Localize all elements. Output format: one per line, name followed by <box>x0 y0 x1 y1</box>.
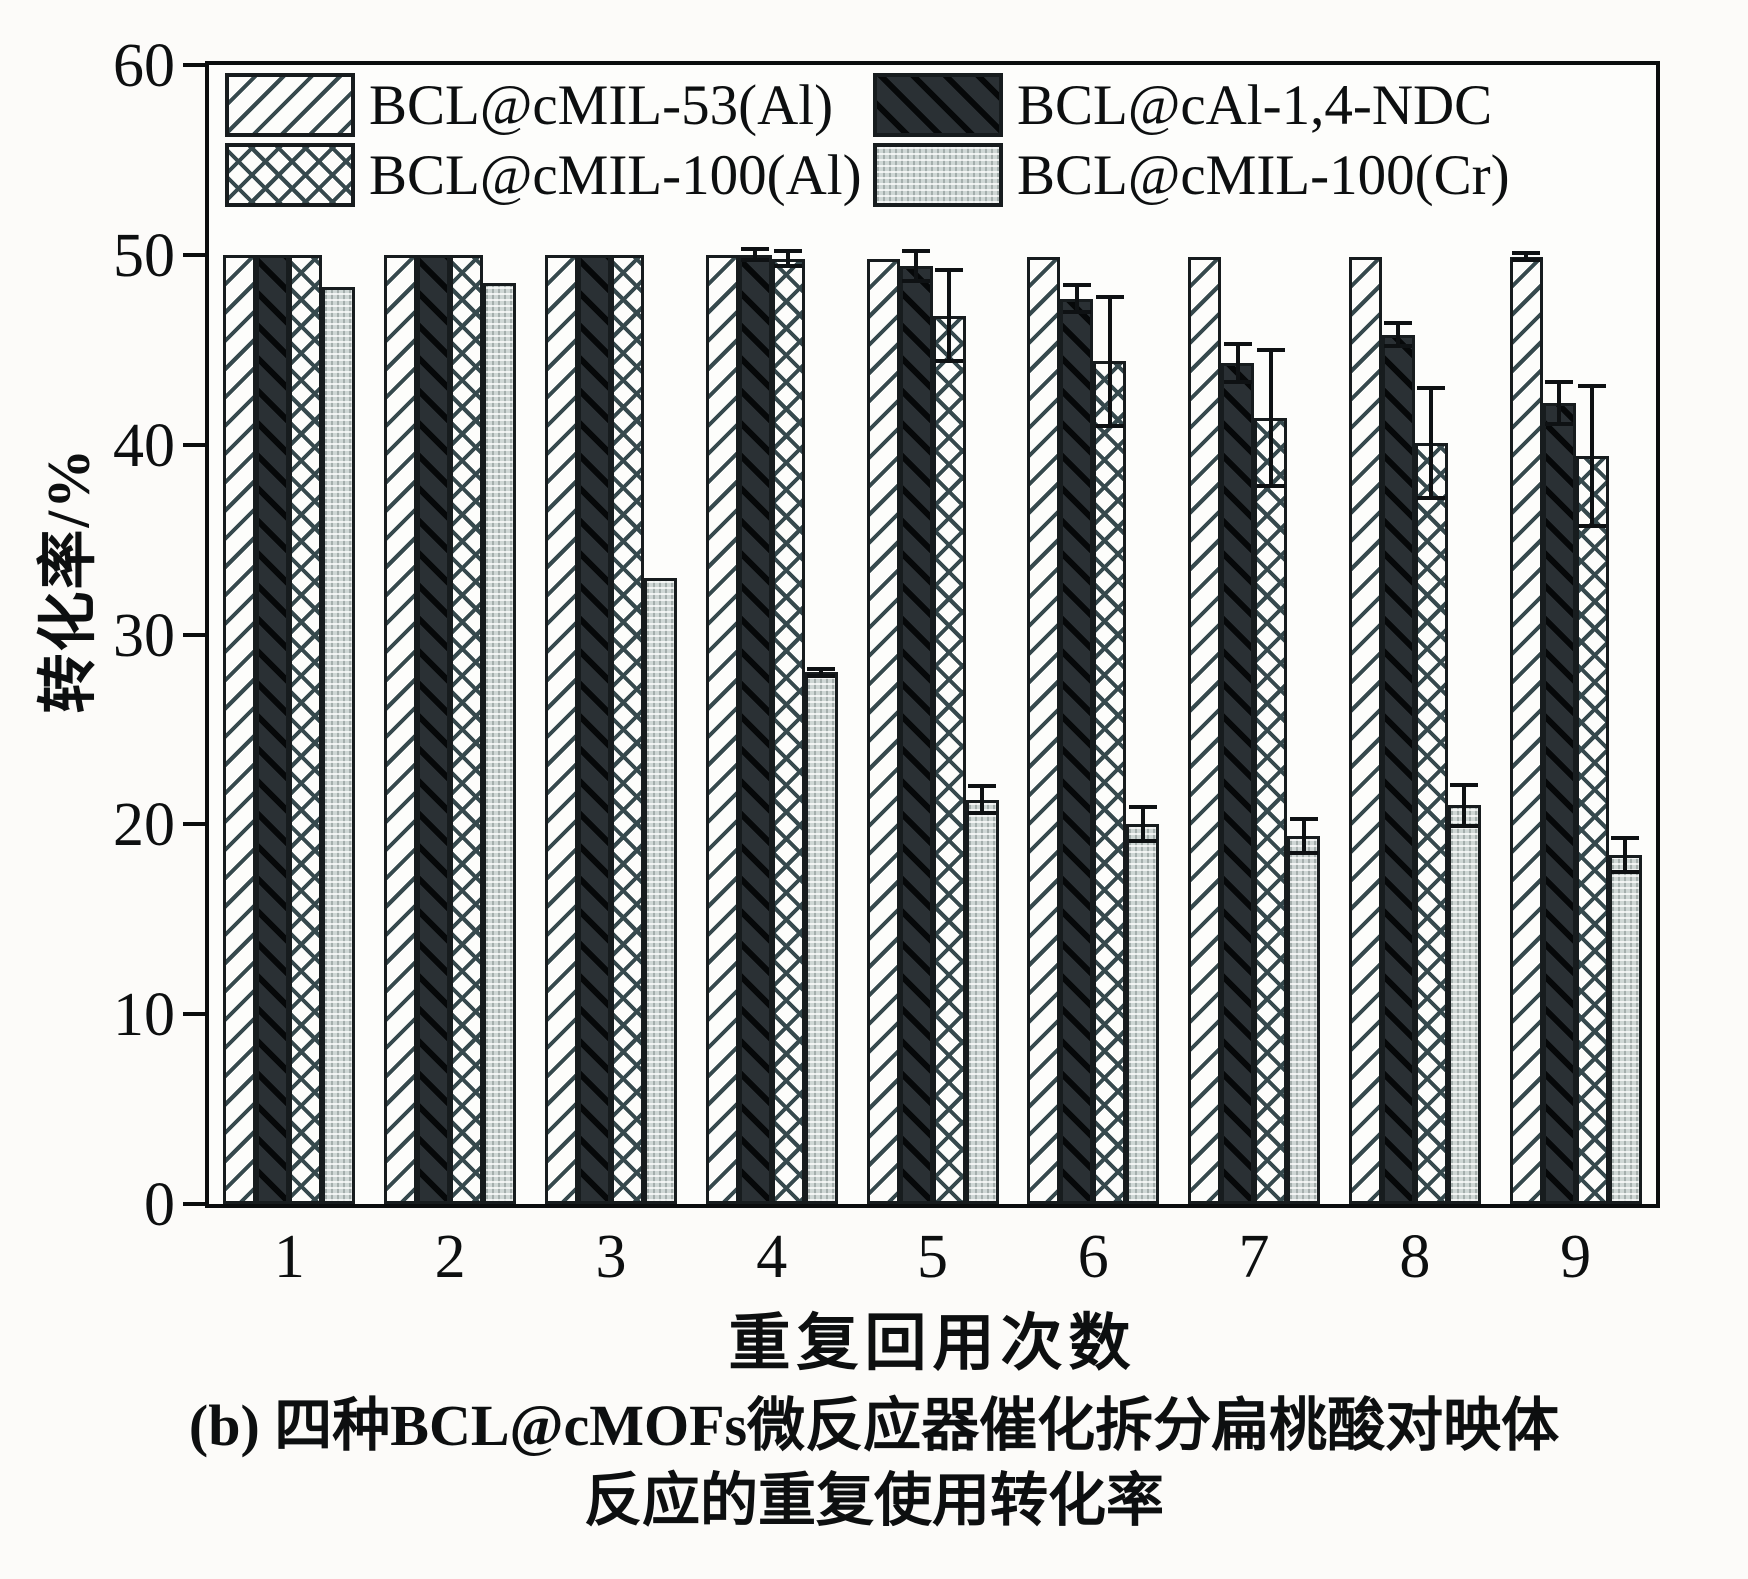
error-bar-group9-series2 <box>1545 380 1574 426</box>
error-bar-group9-series4 <box>1611 835 1640 874</box>
y-tick-label-20: 20 <box>113 791 175 860</box>
error-bar-group6-series4 <box>1128 805 1157 844</box>
x-axis-label: 重复回用次数 <box>728 1310 1137 1378</box>
error-bar-group8-series2 <box>1384 321 1413 348</box>
y-tick-label-50: 50 <box>113 221 175 290</box>
bar-group8-series4 <box>1447 805 1481 1204</box>
bar-group9-series3 <box>1575 456 1609 1204</box>
error-bar-group7-series4 <box>1289 816 1318 855</box>
legend-swatch-gray-dotted <box>873 143 1003 207</box>
bar-group5-series1 <box>866 258 900 1204</box>
bar-group2-series1 <box>384 254 418 1204</box>
legend-item-3: BCL@cMIL-100(Al) <box>225 143 873 207</box>
bar-group4-series3 <box>771 258 805 1204</box>
bar-group5-series2 <box>899 266 933 1204</box>
bar-group6-series3 <box>1093 361 1127 1204</box>
bar-group3-series2 <box>577 254 611 1204</box>
bar-group2-series2 <box>417 254 451 1204</box>
error-bar-group8-series3 <box>1417 385 1446 500</box>
error-bar-group9-series3 <box>1578 383 1607 529</box>
error-bar-group8-series4 <box>1450 782 1479 829</box>
legend-swatch-diagonal-hatch <box>225 73 355 137</box>
y-tick-mark-60 <box>183 63 205 67</box>
caption-line-1: (b) 四种BCL@cMOFs微反应器催化拆分扁桃酸对映体 <box>188 1393 1560 1458</box>
bar-group9-series4 <box>1608 854 1642 1204</box>
bar-group1-series2 <box>256 254 290 1204</box>
y-tick-label-40: 40 <box>113 411 175 480</box>
error-bar-group7-series3 <box>1256 347 1285 489</box>
error-bar-group4-series2 <box>741 247 770 263</box>
legend-label-1: BCL@cMIL-53(Al) <box>369 73 834 137</box>
y-tick-label-30: 30 <box>113 601 175 670</box>
plot-area: BCL@cMIL-53(Al) BCL@cAl-1,4-NDC BCL@cMIL-1… <box>205 61 1660 1208</box>
error-bar-group5-series3 <box>935 268 963 364</box>
legend-label-4: BCL@cMIL-100(Cr) <box>1017 143 1510 207</box>
bar-group5-series4 <box>965 799 999 1204</box>
caption-line-2: 反应的重复使用转化率 <box>583 1468 1164 1534</box>
bar-group8-series2 <box>1381 334 1415 1204</box>
bar-group6-series4 <box>1126 824 1160 1204</box>
legend-swatch-crosshatch <box>225 143 355 207</box>
bar-group3-series3 <box>610 254 644 1204</box>
error-bar-group4-series4 <box>807 666 836 679</box>
bar-group3-series1 <box>544 254 578 1204</box>
bar-group4-series1 <box>705 254 739 1204</box>
bar-group4-series2 <box>738 254 772 1204</box>
bar-group2-series3 <box>450 254 484 1204</box>
y-tick-mark-20 <box>183 822 205 827</box>
error-bar-group5-series4 <box>968 784 996 815</box>
x-tick-label-3: 3 <box>595 1223 627 1291</box>
error-bar-group9-series1 <box>1512 251 1541 263</box>
error-bar-group7-series2 <box>1223 342 1252 384</box>
bar-group5-series3 <box>932 315 966 1204</box>
y-tick-label-0: 0 <box>144 1171 175 1239</box>
bar-group6-series2 <box>1060 298 1094 1204</box>
x-tick-label-6: 6 <box>1077 1223 1109 1291</box>
figure-caption: (b) 四种BCL@cMOFs微反应器催化拆分扁桃酸对映体 反应的重复使用转化率 <box>0 1388 1748 1539</box>
bars-layer <box>209 65 1656 1204</box>
legend: BCL@cMIL-53(Al) BCL@cAl-1,4-NDC BCL@cMIL-1… <box>225 73 1510 207</box>
bar-group7-series2 <box>1221 363 1255 1204</box>
bar-group1-series1 <box>223 254 257 1204</box>
y-tick-mark-0 <box>183 1202 205 1206</box>
x-tick-label-8: 8 <box>1399 1223 1431 1291</box>
error-bar-group4-series3 <box>774 249 803 269</box>
legend-item-1: BCL@cMIL-53(Al) <box>225 73 873 137</box>
legend-label-2: BCL@cAl-1,4-NDC <box>1017 73 1493 137</box>
bar-group2-series4 <box>483 283 517 1204</box>
error-bar-group6-series2 <box>1062 283 1091 314</box>
bar-group1-series3 <box>289 254 323 1204</box>
error-bar-group6-series3 <box>1095 294 1124 428</box>
bar-group6-series1 <box>1027 256 1061 1204</box>
x-tick-label-2: 2 <box>434 1223 466 1291</box>
bar-group8-series1 <box>1348 256 1382 1204</box>
bar-group9-series2 <box>1542 402 1576 1204</box>
x-tick-label-9: 9 <box>1560 1223 1592 1291</box>
bar-group7-series3 <box>1254 418 1288 1204</box>
x-tick-label-5: 5 <box>917 1223 948 1291</box>
x-tick-label-4: 4 <box>756 1223 788 1291</box>
bar-group9-series1 <box>1509 256 1543 1204</box>
legend-label-3: BCL@cMIL-100(Al) <box>369 143 862 207</box>
y-tick-mark-40 <box>183 442 205 447</box>
y-axis-label: 转化率/% <box>35 446 102 714</box>
legend-swatch-dark-diagonal <box>873 73 1003 137</box>
bar-group4-series4 <box>804 672 838 1204</box>
y-tick-label-60: 60 <box>113 32 175 100</box>
legend-item-2: BCL@cAl-1,4-NDC <box>873 73 1510 137</box>
bar-group3-series4 <box>643 577 677 1204</box>
y-tick-mark-50 <box>183 252 205 257</box>
bar-group8-series3 <box>1414 442 1448 1204</box>
bar-group1-series4 <box>322 287 356 1204</box>
bar-group7-series4 <box>1287 835 1321 1204</box>
x-tick-label-1: 1 <box>273 1223 305 1291</box>
y-tick-mark-10 <box>183 1012 205 1017</box>
bar-group7-series1 <box>1188 256 1222 1204</box>
y-tick-mark-30 <box>183 632 205 637</box>
error-bar-group5-series2 <box>902 249 930 284</box>
y-tick-label-10: 10 <box>113 981 175 1050</box>
legend-item-4: BCL@cMIL-100(Cr) <box>873 143 1510 207</box>
x-tick-label-7: 7 <box>1238 1223 1270 1291</box>
